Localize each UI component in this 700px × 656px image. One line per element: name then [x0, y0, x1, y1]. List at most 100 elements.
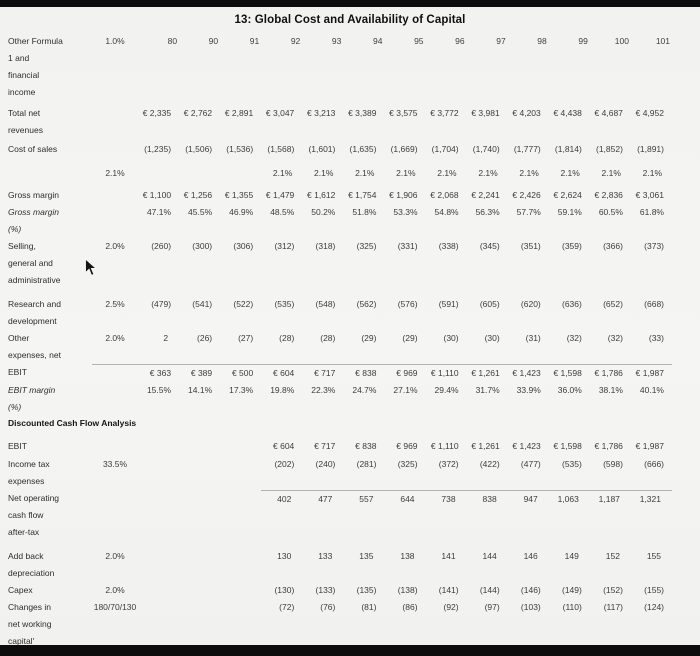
- table-row: Changes in net working capital' 180/70/130 (…: [8, 599, 672, 645]
- value-cell: 738: [425, 490, 467, 508]
- value-cell: (325): [356, 241, 377, 251]
- row-label: Income tax expenses: [8, 459, 50, 486]
- row-label: EBIT margin (%): [8, 385, 56, 412]
- value-cell: € 1,754: [348, 190, 377, 200]
- column-header: 93: [331, 36, 342, 46]
- value-cell: 477: [302, 490, 344, 508]
- value-cell: 135: [359, 551, 374, 561]
- value-cell: (598): [603, 459, 623, 469]
- value-cell: 51.8%: [352, 207, 377, 217]
- section-title: Discounted Cash Flow Analysis: [8, 418, 137, 428]
- value-cell: € 717: [302, 364, 344, 382]
- value-cell: € 3,389: [348, 108, 377, 118]
- value-cell: (331): [397, 241, 418, 251]
- value-cell: € 1,423: [507, 364, 549, 382]
- value-cell: € 2,762: [183, 108, 213, 118]
- value-cell: € 1,479: [265, 190, 295, 200]
- value-cell: € 1,423: [512, 441, 541, 451]
- bottom-black-bar: [0, 645, 700, 656]
- value-cell: € 2,068: [430, 190, 459, 200]
- value-cell: 149: [564, 551, 579, 561]
- value-cell: 36.0%: [557, 385, 582, 395]
- value-cell: (86): [402, 602, 418, 612]
- value-cell: (32): [607, 333, 623, 343]
- table-row: Cost of sales 2.1% (1,235) (1,506) (1,536) (1…: [8, 141, 672, 187]
- value-cell: € 3,772: [430, 108, 459, 118]
- value-cell: (541): [192, 299, 213, 309]
- column-header: 95: [414, 36, 424, 46]
- value-cell: (32): [566, 333, 582, 343]
- table-row: Add back depreciation 2.0% 130 133 135 138 141 1…: [8, 548, 672, 582]
- assumption-cell: 2.5%: [105, 299, 125, 309]
- value-cell: 146: [523, 551, 538, 561]
- table-row: Net operating cash flow after-tax 402 477 557…: [8, 490, 672, 548]
- value-cell: [138, 599, 179, 600]
- value-cell: 15.5%: [146, 385, 172, 395]
- value-cell: (535): [274, 299, 295, 309]
- value-cell: (562): [356, 299, 377, 309]
- value-cell: (1,852) 2.1%: [595, 144, 623, 178]
- value-cell: € 1,598: [553, 441, 582, 451]
- column-header: 96: [455, 36, 465, 46]
- value-cell: 33.9%: [516, 385, 541, 395]
- value-cell: (620): [520, 299, 541, 309]
- assumption-cell: [92, 382, 138, 383]
- value-cell: (202): [274, 459, 295, 469]
- value-cell: 47.1%: [146, 207, 172, 217]
- value-cell: 14.1%: [188, 385, 213, 395]
- value-cell: 50.2%: [311, 207, 336, 217]
- column-header: 98: [537, 36, 547, 46]
- value-cell: € 2,241: [471, 190, 500, 200]
- value-cell: 402: [261, 490, 303, 508]
- value-cell: 155: [646, 551, 661, 561]
- column-header: 94: [372, 36, 383, 46]
- value-cell: € 1,261: [471, 441, 500, 451]
- value-cell: € 4,952: [635, 108, 664, 118]
- value-cell: (1,669) 2.1%: [390, 144, 418, 178]
- value-cell: (260): [151, 241, 172, 251]
- value-cell: [179, 582, 220, 583]
- value-cell: (345): [479, 241, 500, 251]
- value-cell: 27.1%: [393, 385, 418, 395]
- row-label: Total net revenues: [8, 108, 43, 135]
- value-cell: € 838: [355, 441, 377, 451]
- value-cell: (576): [397, 299, 418, 309]
- value-cell: 31.7%: [475, 385, 500, 395]
- value-cell: 24.7%: [352, 385, 377, 395]
- value-cell: € 1,786: [594, 441, 623, 451]
- value-cell: € 1,355: [224, 190, 254, 200]
- value-cell: (325): [397, 459, 418, 469]
- assumption-cell: 2.0%: [105, 333, 125, 343]
- spreadsheet-view: 13: Global Cost and Availability of Capi…: [0, 7, 700, 645]
- value-cell: € 838: [343, 364, 385, 382]
- table-row: Gross margin (%) 47.1% 45.5% 46.9% 48.5% 50.2%…: [8, 204, 672, 238]
- value-cell: 133: [318, 551, 333, 561]
- value-cell: [179, 438, 220, 439]
- assumption-cell: [92, 187, 138, 188]
- value-cell: 17.3%: [229, 385, 254, 395]
- value-cell: € 604: [273, 441, 295, 451]
- value-cell: (1,740) 2.1%: [472, 144, 500, 178]
- value-cell: [220, 548, 261, 549]
- value-cell: (110): [562, 602, 582, 612]
- value-cell: 838: [466, 490, 508, 508]
- row-label: Research and development: [8, 299, 61, 326]
- assumption-cell: 2.1%: [105, 168, 125, 178]
- value-cell: (522): [233, 299, 254, 309]
- value-cell: (605): [479, 299, 500, 309]
- column-header: 101: [655, 36, 670, 46]
- table-row: Gross margin € 1,100 € 1,256 € 1,355 € 1,479…: [8, 187, 672, 204]
- row-label: Other expenses, net: [8, 333, 61, 360]
- value-cell: 141: [441, 551, 456, 561]
- value-cell: € 1,786: [589, 364, 631, 382]
- value-cell: (144): [479, 585, 500, 595]
- value-cell: (281): [356, 459, 377, 469]
- value-cell: [138, 490, 179, 491]
- value-cell: (26): [197, 333, 213, 343]
- value-cell: € 1,906: [389, 190, 418, 200]
- value-cell: (97): [484, 602, 500, 612]
- value-cell: (27): [238, 333, 254, 343]
- value-cell: € 1,987: [630, 364, 672, 382]
- value-cell: (1,635) 2.1%: [349, 144, 377, 178]
- value-cell: [138, 582, 179, 583]
